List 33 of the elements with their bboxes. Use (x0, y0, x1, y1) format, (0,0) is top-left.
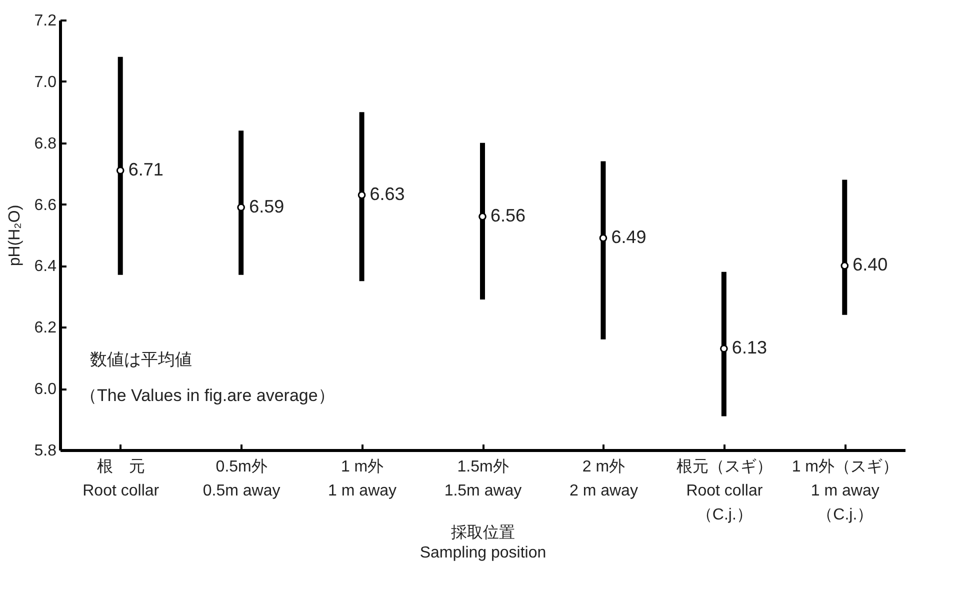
y-tick-label: 6.4 (34, 258, 57, 276)
y-tick-label: 5.8 (34, 442, 57, 460)
point (116, 166, 124, 174)
x-tick-label: 1.5m外 1.5m away (444, 458, 522, 500)
data-label: 6.59 (249, 196, 284, 216)
point (720, 344, 728, 353)
data-label: 6.56 (490, 206, 526, 226)
y-tick-label: 6.6 (34, 196, 57, 214)
point (840, 262, 849, 270)
data-label: 6.40 (852, 254, 888, 275)
data-label: 6.13 (732, 338, 767, 358)
x-tick-label: 根元（スギ） Root collar （C.j.） (676, 458, 772, 524)
data-label: 6.71 (128, 160, 164, 180)
point (237, 203, 245, 212)
x-tick-label: 根 元 Root collar (82, 458, 160, 500)
point (358, 191, 366, 199)
y-tick-label: 7.0 (34, 74, 57, 91)
y-tick-label: 6.2 (34, 320, 57, 337)
point (478, 212, 486, 220)
annotation: （The Values in fig.are average） (80, 386, 335, 405)
data-label: 6.63 (370, 184, 405, 204)
data-label: 6.49 (611, 227, 646, 248)
x-tick-label: 2 m外 2 m away (569, 458, 638, 500)
annotation: 数値は平均値 (90, 350, 192, 369)
x-axis-title: 採取位置 Sampling position (420, 524, 546, 562)
y-tick-label: 6.8 (34, 135, 57, 152)
y-tick-label: 7.2 (34, 12, 57, 30)
x-tick-label: 1 m外（スギ） 1 m away （C.j.） (792, 458, 898, 524)
y-tick-label: 6.0 (34, 381, 57, 398)
x-tick-label: 1 m外 1 m away (328, 458, 397, 500)
y-axis-title: pH(H₂O) (6, 204, 24, 266)
point (599, 234, 608, 242)
x-tick-label: 0.5m外 0.5m away (202, 458, 280, 500)
